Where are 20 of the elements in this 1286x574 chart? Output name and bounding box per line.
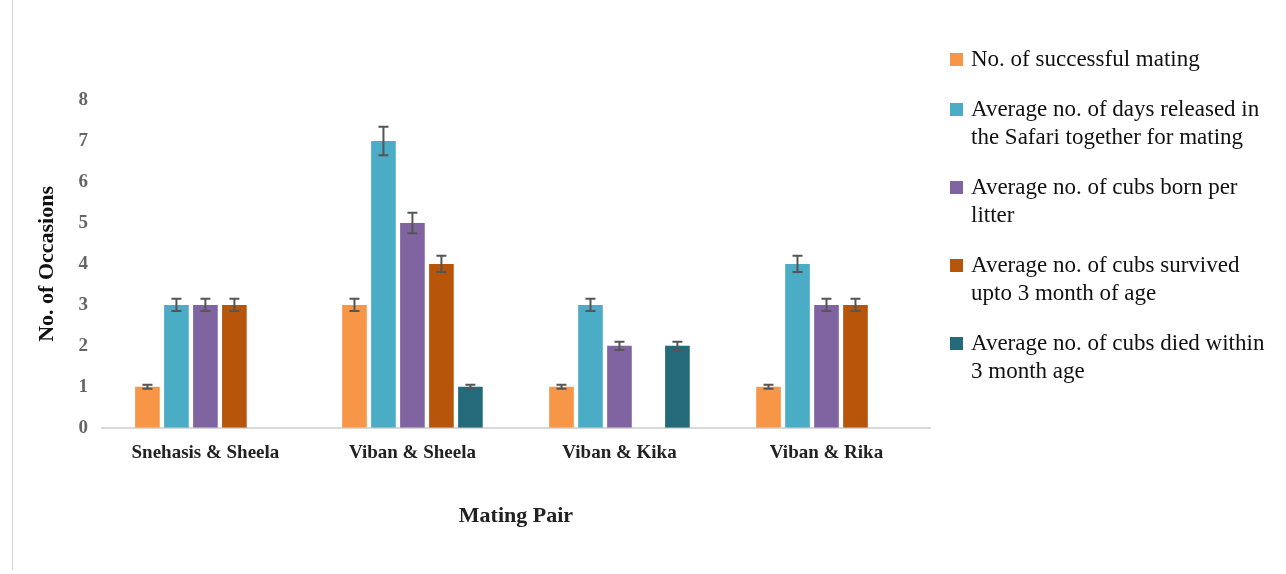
x-tick-label: Snehasis & Sheela bbox=[131, 441, 280, 463]
y-tick-label: 0 bbox=[78, 415, 88, 437]
legend-label: Average no. of cubs born per litter bbox=[971, 173, 1239, 229]
y-tick-label: 3 bbox=[78, 292, 88, 314]
y-tick-label: 5 bbox=[78, 210, 88, 232]
y-tick-label: 7 bbox=[78, 128, 89, 150]
x-tick-label: Viban & Kika bbox=[562, 441, 678, 463]
x-tick-label: Viban & Rika bbox=[769, 441, 884, 463]
y-tick-label: 1 bbox=[78, 374, 88, 396]
y-tick-label: 6 bbox=[78, 169, 88, 191]
x-tick-label: Viban & Sheela bbox=[348, 441, 477, 463]
legend-label: No. of successful mating bbox=[971, 45, 1200, 73]
x-axis-title: Mating Pair bbox=[458, 502, 574, 528]
legend-label: Average no. of cubs survived upto 3 month of age bbox=[971, 251, 1241, 307]
legend-label: Average no. of cubs died within 3 month age bbox=[971, 329, 1266, 385]
y-tick-label: 8 bbox=[78, 87, 88, 109]
legend-label: Average no. of days released in the Safari together for mating bbox=[971, 95, 1261, 151]
y-axis-title: No. of Occasions bbox=[32, 185, 58, 342]
y-tick-label: 4 bbox=[78, 251, 89, 273]
y-tick-label: 2 bbox=[78, 333, 88, 355]
